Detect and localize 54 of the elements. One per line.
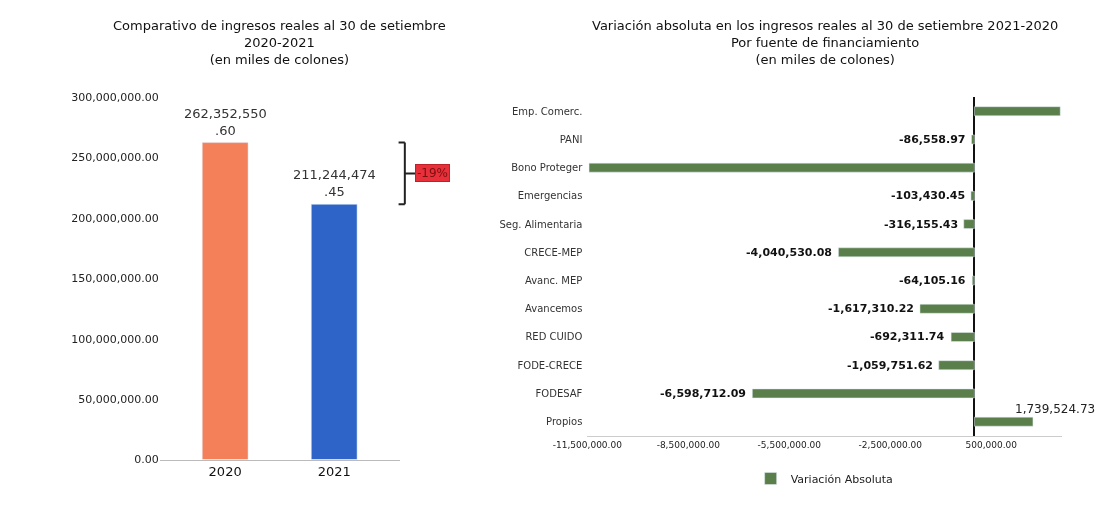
y-tick-label: 150,000,000.00 [71,272,159,286]
data-label: -1,059,751.62 [847,359,933,372]
x-tick-label: -11,500,000.00 [552,439,623,450]
bar [938,360,975,370]
y-tick-label: 0.00 [134,453,159,467]
text: -19% [417,166,449,180]
bar [950,332,975,342]
bar [974,106,1061,116]
y-tick-label: PANI [559,133,583,145]
data-label: -692,311.74 [870,330,945,343]
bar [972,275,975,286]
y-tick-label: 100,000,000.00 [71,332,159,346]
bar [919,303,975,314]
y-tick-label: 50,000,000.00 [78,393,159,407]
x-tick-label: -2,500,000.00 [858,439,923,450]
x-tick-label: -5,500,000.00 [757,439,822,450]
data-label: -6,598,712.09 [660,387,746,400]
y-tick-label: Avancemos [525,303,583,315]
y-tick-label: Seg. Alimentaria [499,218,583,230]
y-tick-label: Emp. Comerc. [512,105,583,117]
x-tick-label: 2020 [208,464,242,480]
y-tick-label: FODE-CRECE [517,359,583,371]
data-label: 1,739,524.73 [1015,402,1096,416]
chart-title: Comparativo de ingresos reales al 30 de setiembre 2020-2021 (en miles de colones) [113,18,446,67]
bar [838,247,975,258]
chart-title: Variación absoluta en los ingresos reales al 30 de setiembre 2021-2020 Por fuente de financiamiento (en miles de colones) [592,18,1059,67]
bar [588,162,975,173]
bar [974,416,1034,427]
data-label: 211,244,474.45 [293,167,376,199]
y-tick-label: Bono Proteger [511,162,584,174]
y-tick-label: Emergencias [517,190,583,202]
bar [752,388,975,399]
data-label: -64,105.16 [899,274,966,287]
x-tick-label: 500,000.00 [965,439,1018,450]
data-label: -4,040,530.08 [746,246,832,259]
y-tick-label: 200,000,000.00 [71,211,159,225]
x-tick-label: -8,500,000.00 [656,439,721,450]
y-tick-label: RED CUIDO [525,331,583,343]
data-label: 262,352,550.60 [184,106,267,138]
y-tick-label: Propios [546,416,583,428]
y-tick-label: 250,000,000.00 [71,151,159,165]
y-tick-label: 300,000,000.00 [71,90,159,104]
y-tick-label: CRECE-MEP [524,246,583,258]
bar [971,134,975,145]
x-tick-label: 2021 [317,464,351,480]
data-label: -86,558.97 [899,133,966,146]
bar [970,191,975,201]
data-label: -103,430.45 [891,189,966,202]
bar [963,219,975,229]
y-tick-label: Avanc. MEP [524,275,583,287]
data-label: -1,617,310.22 [828,302,914,315]
y-tick-label: FODESAF [535,387,583,399]
legend-label: Variación Absoluta [790,472,893,486]
data-label: -316,155.43 [884,218,959,231]
